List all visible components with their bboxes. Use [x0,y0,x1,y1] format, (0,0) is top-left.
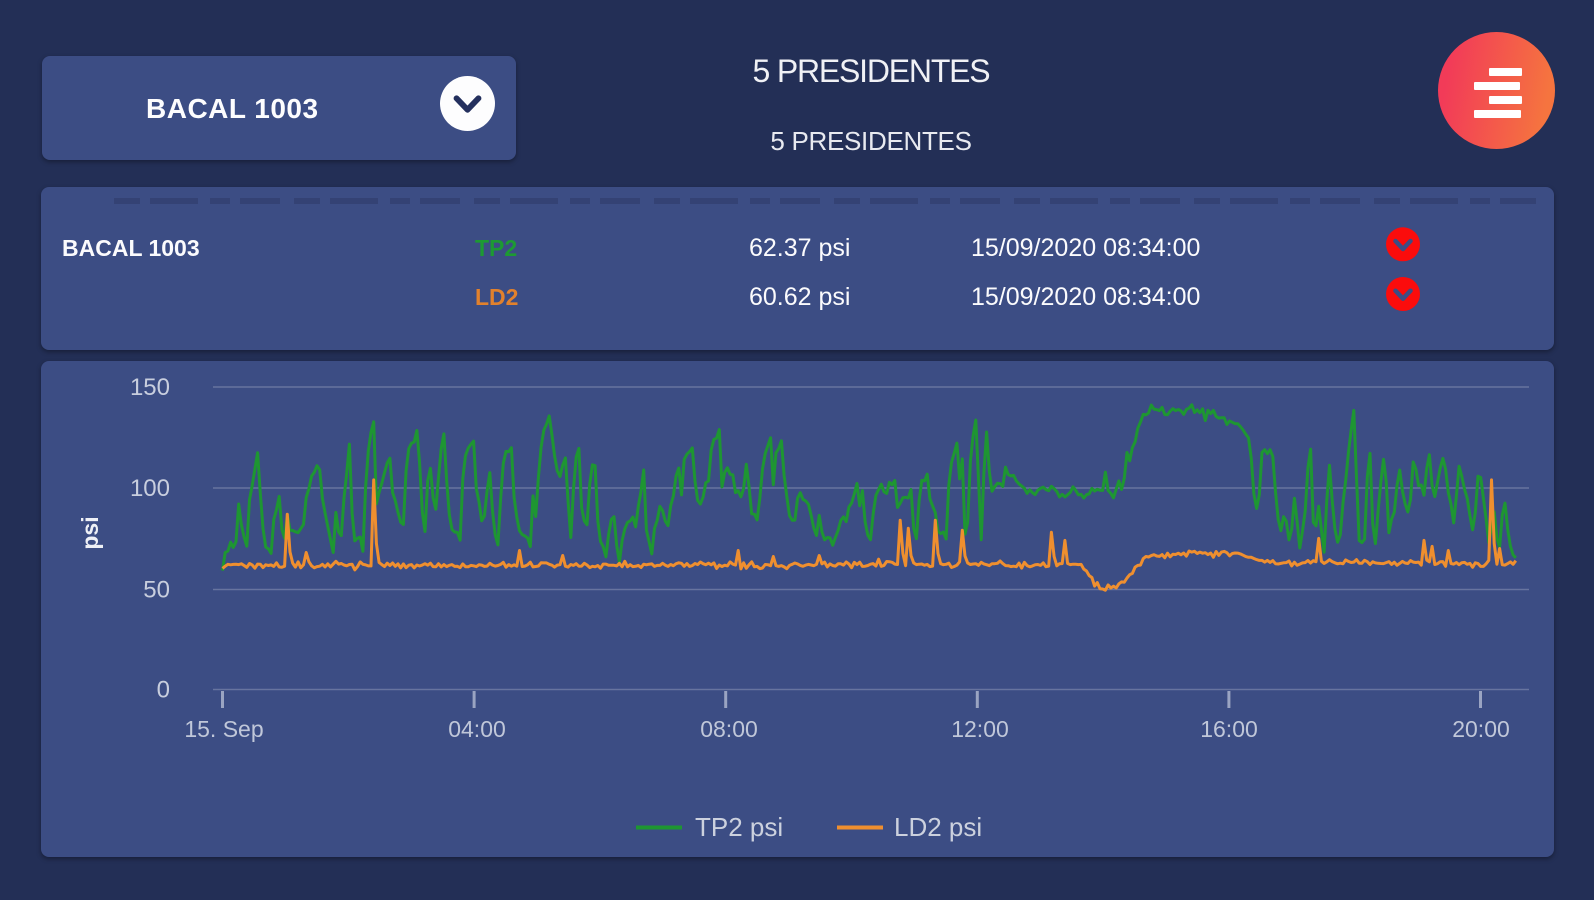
svg-text:16:00: 16:00 [1200,716,1258,742]
svg-text:08:00: 08:00 [700,716,758,742]
svg-text:0: 0 [157,677,170,704]
svg-text:TP2 psi: TP2 psi [695,812,783,842]
svg-text:LD2 psi: LD2 psi [894,812,982,842]
svg-text:psi: psi [77,516,103,549]
svg-text:12:00: 12:00 [951,716,1009,742]
svg-text:150: 150 [130,374,170,401]
svg-text:100: 100 [130,475,170,502]
svg-text:20:00: 20:00 [1452,716,1510,742]
svg-text:04:00: 04:00 [448,716,506,742]
svg-text:15. Sep: 15. Sep [184,716,263,742]
svg-text:50: 50 [143,577,170,604]
